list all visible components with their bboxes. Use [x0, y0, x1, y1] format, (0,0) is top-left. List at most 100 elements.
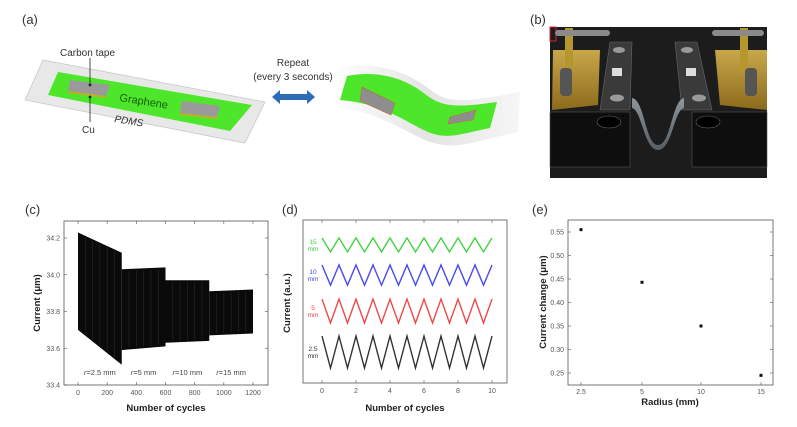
chart-e-xtick-label: 15	[757, 389, 765, 396]
chart-c-xlabel: Number of cycles	[126, 403, 205, 414]
radius-value: =10 mm	[175, 368, 202, 377]
clamp-label-right	[686, 68, 696, 76]
electrode-right	[180, 101, 220, 117]
chart-e-ytick-label: 0.55	[550, 230, 564, 237]
radius-symbol: r	[172, 368, 175, 377]
gold-block-left	[552, 50, 600, 110]
chart-e-xlabel: Radius (mm)	[641, 397, 699, 408]
chart-d-series-unit: mm	[308, 276, 319, 283]
chart-d-ylabel: Current (a.u.)	[282, 273, 293, 333]
chart-e-ytick-label: 0.25	[550, 371, 564, 378]
panel-b-photo: (b)	[530, 12, 768, 178]
chart-c-ytick-label: 34.0	[46, 272, 60, 279]
chart-c-ylabel: Current (μm)	[32, 274, 43, 332]
cu-layer-right	[179, 113, 218, 119]
chart-c-annotation-1: r=5 mm	[131, 368, 157, 377]
chart-c-xtick-label: 800	[189, 390, 201, 397]
chart-c-xtick-label: 1200	[245, 390, 261, 397]
chart-c-ytick-label: 34.2	[46, 236, 60, 243]
panel-e-chart: (e) Radius (mm) Current change (μm) 0.25…	[532, 202, 774, 408]
chart-e-ytick-label: 0.35	[550, 324, 564, 331]
radius-symbol: r	[131, 368, 134, 377]
panel-d-label: (d)	[282, 202, 298, 217]
pdms-label: PDMS	[114, 114, 145, 129]
chart-c-annotation-2: r=10 mm	[172, 368, 202, 377]
chart-e-data-point-10	[699, 324, 703, 328]
radius-symbol: r	[216, 368, 219, 377]
rod-left	[555, 30, 610, 36]
rod-right	[712, 30, 764, 36]
chart-d-series-2_5mm	[321, 333, 493, 371]
cu-pointer-dot	[88, 95, 92, 99]
chart-e-xtick-label: 2.5	[576, 389, 586, 396]
chart-d-xtick-label: 4	[388, 388, 392, 395]
chart-c-xtick-label: 600	[160, 390, 172, 397]
chart-d-series-unit: mm	[308, 312, 319, 319]
bent-film	[632, 98, 684, 150]
panel-d-chart: (d) Number of cycles Current (a.u.) 15mm…	[282, 202, 508, 414]
electrode-bent-left	[359, 86, 396, 116]
chart-d-series-unit: mm	[308, 246, 319, 253]
chart-d-series-label: 15	[309, 239, 317, 246]
panel-e-label: (e)	[532, 202, 548, 217]
chart-d-plot-frame	[302, 219, 508, 384]
repeat-label: Repeat	[277, 58, 309, 69]
chart-c-annotation-3: r=15 mm	[216, 368, 246, 377]
panel-a-label: (a)	[22, 12, 38, 27]
knob-left	[560, 68, 572, 96]
chart-d-series-label: 5	[311, 305, 315, 312]
chart-d-xtick-label: 8	[456, 388, 460, 395]
chart-c-xtick-label: 400	[130, 390, 142, 397]
carbon-tape-label: Carbon tape	[60, 48, 115, 59]
screw-left	[565, 28, 573, 73]
double-arrow-icon	[272, 90, 315, 104]
chart-e-plot-frame	[567, 219, 774, 386]
electrode-bent-right	[447, 109, 477, 125]
chart-e-xtick-label: 5	[640, 389, 644, 396]
chart-e-ylabel: Current change (μm)	[538, 255, 549, 348]
chart-c-xtick-label: 200	[101, 390, 113, 397]
knob-right	[745, 68, 757, 96]
panel-a-schematic: (a) Carbon tape Cu Graphene PDMS Repeat …	[22, 12, 520, 146]
cu-layer-left	[67, 91, 107, 98]
electrode-left	[68, 80, 110, 96]
chart-d-series-label: 10	[309, 269, 317, 276]
chart-e-data-point-15	[759, 373, 763, 377]
chart-c-xtick-label: 0	[76, 390, 80, 397]
chart-c-xtick-label: 1000	[216, 390, 232, 397]
radius-value: =15 mm	[219, 368, 246, 377]
chart-c-annotation-0: r=2.5 mm	[84, 368, 116, 377]
chart-c-ytick-label: 33.8	[46, 309, 60, 316]
chart-d-xtick-label: 0	[320, 388, 324, 395]
bolt-left-bottom	[610, 94, 624, 102]
chart-d-series-label: 2.5	[308, 346, 317, 353]
hole-left	[596, 115, 622, 129]
chart-c-ytick-label: 33.4	[46, 383, 60, 390]
chart-e-xtick-label: 10	[697, 389, 705, 396]
radius-symbol: r	[84, 368, 87, 377]
chart-d-series-5mm	[321, 296, 493, 326]
chart-e-data-point-2_5	[579, 228, 583, 232]
bolt-right-top	[681, 47, 693, 53]
carbon-tape-pointer-dot	[88, 83, 92, 87]
hole-right	[695, 115, 721, 129]
screw-right	[740, 28, 748, 73]
bolt-left-top	[613, 47, 625, 53]
chart-e-ytick-label: 0.30	[550, 347, 564, 354]
chart-e-ytick-label: 0.50	[550, 253, 564, 260]
chart-d-series-10mm	[321, 263, 493, 288]
radius-value: =2.5 mm	[86, 368, 115, 377]
chart-c-ytick-label: 33.6	[46, 346, 60, 353]
chart-e-ytick-label: 0.45	[550, 277, 564, 284]
chart-c-plot-frame	[63, 220, 269, 386]
chart-e-ytick-label: 0.40	[550, 300, 564, 307]
clamp-label-left	[612, 68, 622, 76]
chart-d-xlabel: Number of cycles	[365, 403, 444, 414]
chart-d-xtick-label: 6	[422, 388, 426, 395]
panel-c-label: (c)	[25, 202, 40, 217]
radius-value: =5 mm	[133, 368, 156, 377]
chart-d-series-unit: mm	[308, 353, 319, 360]
chart-e-data-point-5	[640, 280, 644, 284]
cu-label: Cu	[82, 125, 95, 136]
